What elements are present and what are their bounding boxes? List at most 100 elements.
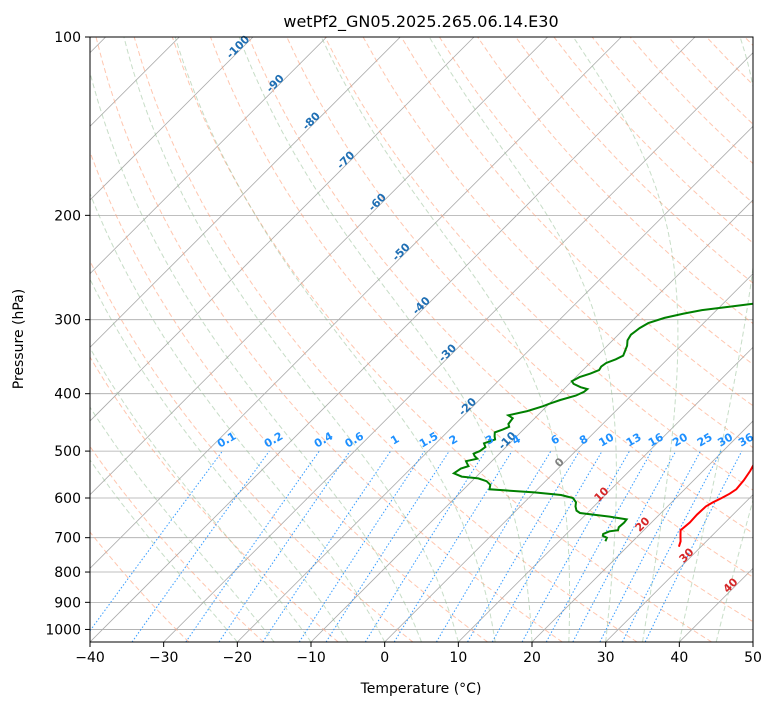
mixing-ratio-label: 8 [577, 432, 590, 447]
mixing-ratio-line [521, 450, 630, 642]
mixing-ratio-line [599, 450, 701, 642]
background-lines [90, 37, 753, 642]
moist-adiabat [572, 37, 679, 642]
y-tick-label: 800 [54, 565, 81, 581]
y-tick-label: 900 [54, 595, 81, 611]
x-tick-label: −40 [75, 650, 105, 666]
dry-adiabat [171, 37, 712, 642]
mixing-ratio-line [435, 450, 552, 642]
y-tick-label: 700 [54, 531, 81, 547]
y-tick-label: 300 [54, 313, 81, 329]
isotherm-line [163, 52, 753, 642]
axes: −40 −30 −20 −10 0 10 20 30 40 5010020030040050060… [45, 30, 762, 666]
moist-adiabat-label: 0 [552, 455, 567, 470]
dry-adiabat [95, 37, 563, 642]
moist-adiabat [428, 37, 617, 642]
mixing-ratio-label: 1.5 [417, 429, 440, 450]
x-tick-label: −10 [296, 650, 326, 666]
moist-adiabat-label: 30 [677, 545, 697, 565]
mixing-ratio-label: 13 [624, 431, 644, 450]
moist-adiabat [90, 459, 238, 642]
dry-adiabat-label: -50 [390, 240, 413, 263]
mixing-ratio-line [325, 450, 450, 642]
isotherm-line [458, 346, 753, 642]
dewpoint-line [451, 302, 753, 542]
mixing-ratio-label: 0.1 [215, 429, 238, 450]
mixing-ratio-line [262, 450, 392, 642]
moist-adiabat [678, 37, 753, 642]
dry-adiabat-label: -60 [366, 190, 389, 213]
mixing-ratio-label: 0.6 [343, 429, 367, 450]
y-tick-label: 1000 [45, 622, 81, 638]
dry-adiabat [90, 259, 414, 642]
x-tick-label: 0 [380, 650, 389, 666]
moist-adiabat-label: 20 [633, 514, 653, 534]
dry-adiabat [438, 37, 753, 366]
dry-adiabat-label: -90 [264, 72, 287, 95]
x-tick-label: −20 [223, 650, 253, 666]
y-tick-label: 200 [54, 208, 81, 224]
moist-adiabat-label: 40 [721, 575, 741, 595]
mixing-ratio-label: 16 [646, 430, 666, 449]
line-labels: -100-90-80-70-60-50-40-30-20-100.1 0.2 0.4… [215, 33, 756, 596]
moist-adiabat [90, 278, 349, 642]
isotherm-line [384, 273, 753, 642]
dry-adiabat [133, 37, 638, 642]
moist-adiabat [174, 37, 496, 642]
mixing-ratio-label: 20 [670, 430, 690, 449]
dry-adiabat [400, 37, 753, 407]
dry-adiabat-label: -80 [300, 109, 323, 132]
x-tick-label: 30 [597, 650, 615, 666]
moist-adiabat [238, 37, 533, 642]
isotherm-line [90, 37, 254, 201]
isotherm-line [90, 37, 475, 422]
y-tick-label: 600 [54, 491, 81, 507]
dry-adiabat [706, 37, 753, 86]
mixing-ratio-label: 6 [549, 432, 562, 447]
isotherm-line [310, 199, 753, 642]
moist-adiabat [90, 406, 275, 642]
plot-frame [89, 36, 754, 643]
dry-adiabat-label: -70 [334, 148, 357, 171]
x-tick-label: −30 [149, 650, 179, 666]
moist-adiabat [90, 347, 312, 642]
mixing-ratio-label: 25 [695, 431, 715, 450]
dry-adiabat [90, 531, 190, 642]
dry-adiabat [210, 37, 753, 623]
isotherm-line [90, 37, 327, 275]
y-tick-label: 100 [54, 30, 81, 46]
isotherm-line [90, 37, 622, 569]
isotherm-line [90, 37, 548, 496]
dry-adiabat [90, 150, 488, 642]
y-axis-label: Pressure (hPa) [11, 289, 27, 389]
moist-adiabat [320, 37, 571, 642]
mixing-ratio-line [185, 450, 320, 642]
x-tick-label: 20 [523, 650, 541, 666]
mixing-ratio-line [572, 450, 677, 642]
mixing-ratio-line [644, 450, 743, 642]
isotherm-line [679, 567, 753, 642]
isotherm-line [605, 494, 753, 642]
mixing-ratio-label: 0.2 [262, 429, 285, 450]
isotherm-line [90, 37, 696, 642]
moist-adiabat [715, 497, 753, 642]
dry-adiabat [90, 356, 339, 642]
mixing-ratio-line [218, 450, 351, 642]
mixing-ratio-label: 0.4 [312, 429, 336, 450]
dry-adiabat [744, 37, 753, 47]
moist-adiabat [90, 70, 422, 642]
mixing-ratio-line [131, 450, 270, 642]
dry-adiabat [248, 37, 753, 578]
moist-adiabat [123, 37, 459, 642]
x-tick-label: 40 [670, 650, 688, 666]
dry-adiabat [90, 445, 264, 642]
isotherm-line [752, 641, 753, 642]
moist-adiabat-label: 10 [592, 484, 612, 504]
mixing-ratio-line [545, 450, 653, 642]
sounding-traces [451, 302, 753, 548]
isotherm-line [237, 125, 753, 642]
y-tick-label: 500 [54, 444, 81, 460]
x-tick-label: 50 [744, 650, 762, 666]
mixing-ratio-line [298, 450, 425, 642]
